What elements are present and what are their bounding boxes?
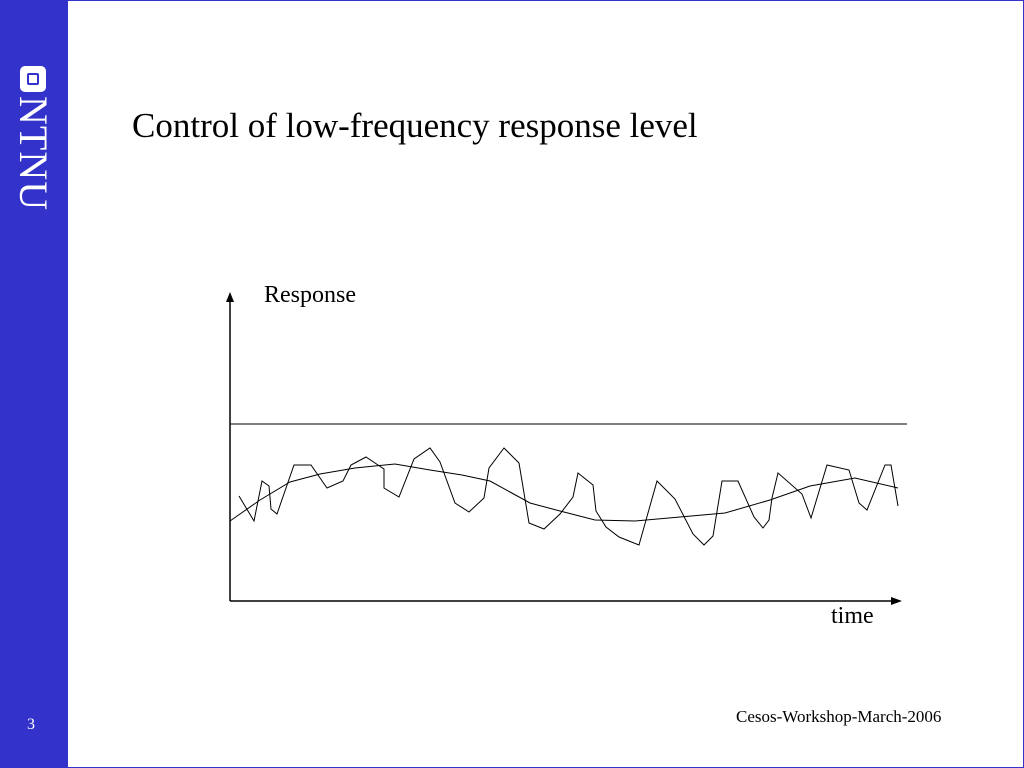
low-frequency-curve bbox=[229, 463, 899, 522]
y-axis-arrow-icon bbox=[226, 292, 234, 302]
sidebar: NTNU 3 bbox=[0, 0, 68, 768]
page-number: 3 bbox=[27, 716, 35, 733]
footer-text: Cesos-Workshop-March-2006 bbox=[736, 707, 942, 726]
y-axis-label: Response bbox=[264, 282, 356, 308]
x-axis-arrow-icon bbox=[891, 597, 902, 605]
total-response-curve bbox=[238, 447, 899, 546]
ntnu-logo-icon bbox=[20, 66, 46, 92]
logo-text: NTNU bbox=[11, 96, 56, 212]
x-axis-label: time bbox=[831, 603, 874, 629]
slide-title: Control of low-frequency response level bbox=[132, 106, 698, 145]
